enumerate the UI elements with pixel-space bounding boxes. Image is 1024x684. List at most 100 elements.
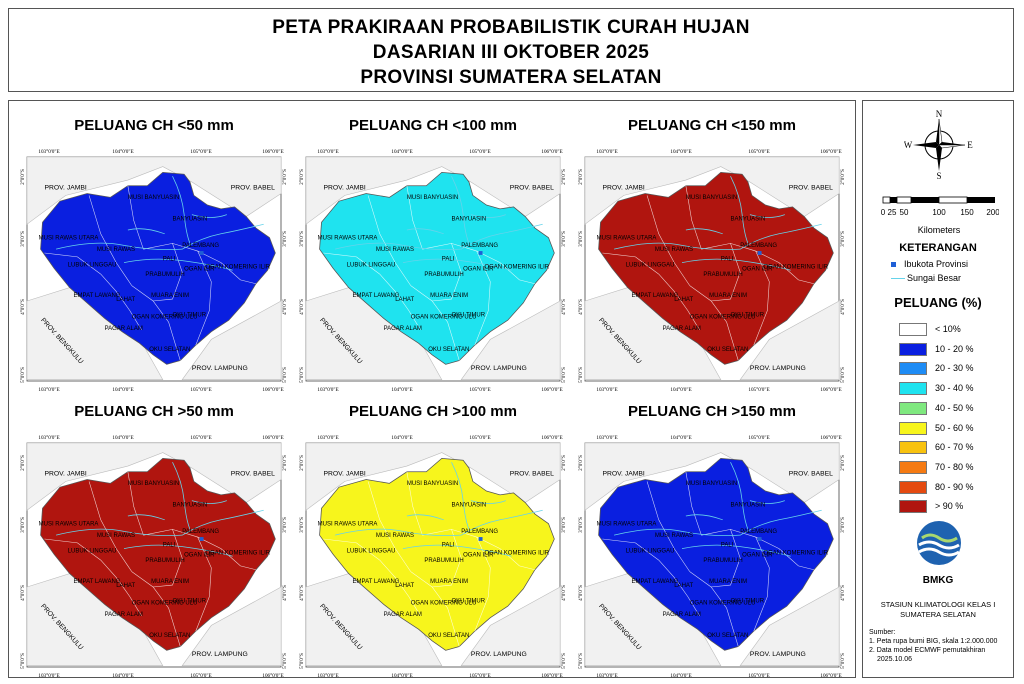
district-label: MUSI RAWAS UTARA xyxy=(39,236,99,242)
district-label: LUBUK LINGGAU xyxy=(626,548,675,554)
district-boundary xyxy=(474,250,491,346)
province-area xyxy=(40,171,276,365)
river-line xyxy=(191,500,227,504)
district-label: OGAN KOMERING ILIR xyxy=(205,264,270,270)
neighbor-province-label: PROV. LAMPUNG xyxy=(750,365,806,372)
district-label: EMPAT LAWANG xyxy=(353,293,400,299)
district-boundary xyxy=(88,481,133,572)
latitude-tick-label: 4°0'0"S xyxy=(560,299,567,315)
neighbor-province-label: PROV. BABEL xyxy=(789,471,833,478)
district-label: PALI xyxy=(721,543,734,549)
capital-marker xyxy=(478,251,483,255)
longitude-tick-label: 106°0'0"E xyxy=(541,672,562,679)
district-label: OKU SELATAN xyxy=(149,347,190,353)
neighbor-province-label: PROV. BABEL xyxy=(510,185,554,192)
latitude-tick-label: 5°0'0"S xyxy=(298,367,305,383)
legend-swatch xyxy=(899,421,927,435)
river-line xyxy=(451,462,470,530)
district-label: OKU TIMUR xyxy=(731,598,765,604)
longitude-tick-label: 104°0'0"E xyxy=(391,386,412,393)
district-label: MUSI RAWAS UTARA xyxy=(318,236,378,242)
neighbor-province-label: PROV. LAMPUNG xyxy=(471,651,527,658)
district-label: EMPAT LAWANG xyxy=(74,579,121,585)
district-boundary xyxy=(602,538,659,561)
neighbor-province-label: PROV. JAMBI xyxy=(44,471,86,478)
district-boundary xyxy=(379,559,421,616)
river-line xyxy=(685,514,723,521)
district-label: PALEMBANG xyxy=(461,243,498,249)
longitude-tick-label: 105°0'0"E xyxy=(748,386,769,393)
neighbor-province-label: PROV. JAMBI xyxy=(323,471,365,478)
longitude-tick-label: 104°0'0"E xyxy=(391,434,412,441)
latitude-tick-label: 5°0'0"S xyxy=(577,653,584,669)
keterangan-title: KETERANGAN xyxy=(899,242,977,254)
longitude-tick-label: 106°0'0"E xyxy=(820,148,841,155)
district-label: BANYUASIN xyxy=(731,502,766,508)
district-boundary xyxy=(778,548,814,570)
district-boundary xyxy=(131,571,181,647)
source-3: 2025.10.06 xyxy=(877,656,913,663)
longitude-tick-label: 106°0'0"E xyxy=(262,434,283,441)
capital-marker xyxy=(199,251,204,255)
district-label: MUARA ENIM xyxy=(151,293,189,299)
longitude-tick-label: 106°0'0"E xyxy=(541,386,562,393)
province-area xyxy=(40,457,276,651)
map-panel-gt100: PELUANG CH >100 mm PROV. JAMBI PROV. BABE… xyxy=(296,403,570,683)
latitude-tick-label: 2°0'0"S xyxy=(577,455,584,471)
district-label: OGAN KOMERING ILIR xyxy=(484,550,549,556)
longitude-tick-label: 106°0'0"E xyxy=(262,672,283,679)
map-province: PROVINSI SUMATERA SELATAN xyxy=(360,67,662,88)
latitude-tick-label: 4°0'0"S xyxy=(19,585,26,601)
scale-tick: 200 xyxy=(986,208,999,217)
legend-swatch xyxy=(899,323,927,336)
district-label: MUSI BANYUASIN xyxy=(686,195,737,201)
legend-class-label: 40 - 50 % xyxy=(935,402,974,413)
neighbor-province-label: PROV. LAMPUNG xyxy=(471,365,527,372)
source-title: Sumber: xyxy=(869,629,896,636)
longitude-tick-label: 104°0'0"E xyxy=(112,148,133,155)
district-label: MUSI RAWAS xyxy=(655,247,693,253)
district-label: OGAN ILIR xyxy=(184,266,215,272)
compass-n: N xyxy=(936,109,943,119)
longitude-tick-label: 105°0'0"E xyxy=(190,672,211,679)
district-label: MUSI RAWAS xyxy=(655,533,693,539)
district-label: OKU SELATAN xyxy=(428,633,469,639)
source-1: 1. Peta rupa bumi BIG, skala 1:2.000.000 xyxy=(869,638,998,645)
district-boundary xyxy=(646,481,691,572)
district-label: PAGAR ALAM xyxy=(105,612,143,618)
map-panel-lt50: PELUANG CH <50 mm PROV. JAMBI PROV. BABEL… xyxy=(17,117,291,397)
neighbor-province-label: PROV. BABEL xyxy=(789,185,833,192)
title-block: PETA PRAKIRAAN PROBABILISTIK CURAH HUJAN… xyxy=(8,8,1014,92)
longitude-tick-label: 104°0'0"E xyxy=(670,434,691,441)
latitude-tick-label: 3°0'0"S xyxy=(577,517,584,533)
district-label: BANYUASIN xyxy=(172,216,207,222)
river-line xyxy=(402,258,512,271)
district-label: PALI xyxy=(442,257,455,263)
longitude-tick-label: 106°0'0"E xyxy=(541,434,562,441)
longitude-tick-label: 103°0'0"E xyxy=(38,148,59,155)
longitude-tick-label: 105°0'0"E xyxy=(190,434,211,441)
map-grid: PELUANG CH <50 mm PROV. JAMBI PROV. BABEL… xyxy=(8,100,856,679)
longitude-tick-label: 106°0'0"E xyxy=(820,434,841,441)
longitude-tick-label: 104°0'0"E xyxy=(391,148,412,155)
district-label: MUSI BANYUASIN xyxy=(407,481,458,487)
district-boundary xyxy=(88,195,133,286)
district-label: OGAN KOMERING ULU xyxy=(132,600,198,606)
district-label: LUBUK LINGGAU xyxy=(68,262,117,268)
river-line xyxy=(749,214,785,218)
district-label: MUARA ENIM xyxy=(709,579,747,585)
district-boundary xyxy=(778,262,814,284)
legend-capital-label: Ibukota Provinsi xyxy=(904,259,969,269)
district-label: MUSI RAWAS xyxy=(97,247,135,253)
district-label: PALEMBANG xyxy=(182,529,219,535)
district-boundary xyxy=(220,262,256,284)
neighbor-province-label: PROV. JAMBI xyxy=(44,185,86,192)
neighbor-province-label: PROV. LAMPUNG xyxy=(750,651,806,658)
latitude-tick-label: 5°0'0"S xyxy=(19,367,26,383)
river-line xyxy=(614,509,822,537)
longitude-tick-label: 103°0'0"E xyxy=(596,672,617,679)
longitude-tick-label: 103°0'0"E xyxy=(596,148,617,155)
longitude-tick-label: 105°0'0"E xyxy=(190,148,211,155)
